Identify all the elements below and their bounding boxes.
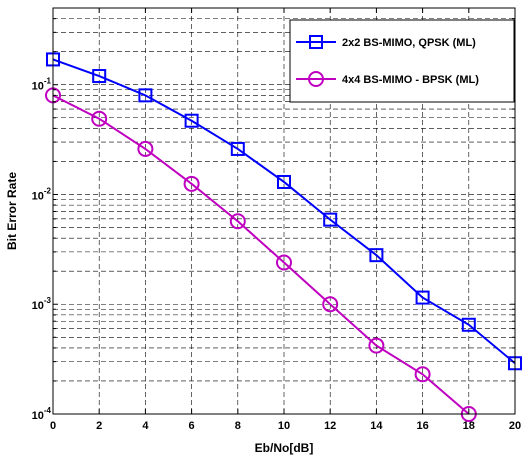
series-line-1 (52, 58, 516, 365)
legend: 2x2 BS-MIMO, QPSK (ML) 4x4 BS-MIMO - BPSK… (289, 19, 515, 103)
series-lines (52, 58, 516, 415)
series-line-2 (52, 94, 470, 415)
axis-ticks: 0 2 4 6 8 10 12 14 16 18 20 10-1 10-2 10-3 10-4 (32, 7, 521, 432)
legend-marker-circle (308, 71, 324, 87)
y-tick-label: 10-3 (32, 296, 52, 312)
x-tick-label: 16 (416, 420, 428, 432)
data-point-circle (229, 213, 246, 230)
x-tick-label: 4 (142, 420, 149, 432)
data-point-square (92, 69, 107, 84)
legend-box (289, 19, 515, 103)
data-point-square (323, 212, 338, 227)
x-tick-label: 20 (509, 420, 521, 432)
y-tick-label: 10-4 (32, 406, 52, 422)
data-point-circle (368, 337, 385, 354)
x-tick-label: 8 (235, 420, 241, 432)
x-tick-label: 6 (189, 420, 195, 432)
legend-label-1: 2x2 BS-MIMO, QPSK (ML) (342, 37, 476, 49)
data-point-circle (91, 110, 108, 127)
data-point-circle (183, 175, 200, 192)
legend-marker-square (309, 35, 323, 49)
data-point-circle (276, 254, 292, 271)
data-point-circle (322, 296, 339, 313)
data-point-square (138, 88, 153, 103)
x-tick-label: 12 (324, 420, 336, 432)
data-point-square (277, 174, 291, 189)
data-point-square (461, 317, 476, 332)
x-axis-label: Eb/No[dB] (255, 441, 314, 455)
data-point-circle (414, 366, 431, 383)
x-tick-label: 10 (278, 420, 290, 432)
data-point-square (184, 113, 199, 128)
x-tick-label: 0 (50, 420, 56, 432)
y-tick-label: 10-1 (32, 77, 52, 93)
data-point-square (415, 290, 430, 305)
data-point-circle (137, 140, 154, 157)
legend-label-2: 4x4 BS-MIMO - BPSK (ML) (342, 74, 479, 86)
x-tick-label: 14 (370, 420, 383, 432)
y-axis-label: Bit Error Rate (5, 172, 19, 250)
series-markers (45, 52, 522, 422)
x-tick-label: 2 (96, 420, 102, 432)
x-tick-label: 18 (463, 420, 475, 432)
data-point-square (230, 141, 245, 156)
y-tick-label: 10-2 (32, 186, 52, 202)
data-point-square (369, 248, 384, 263)
